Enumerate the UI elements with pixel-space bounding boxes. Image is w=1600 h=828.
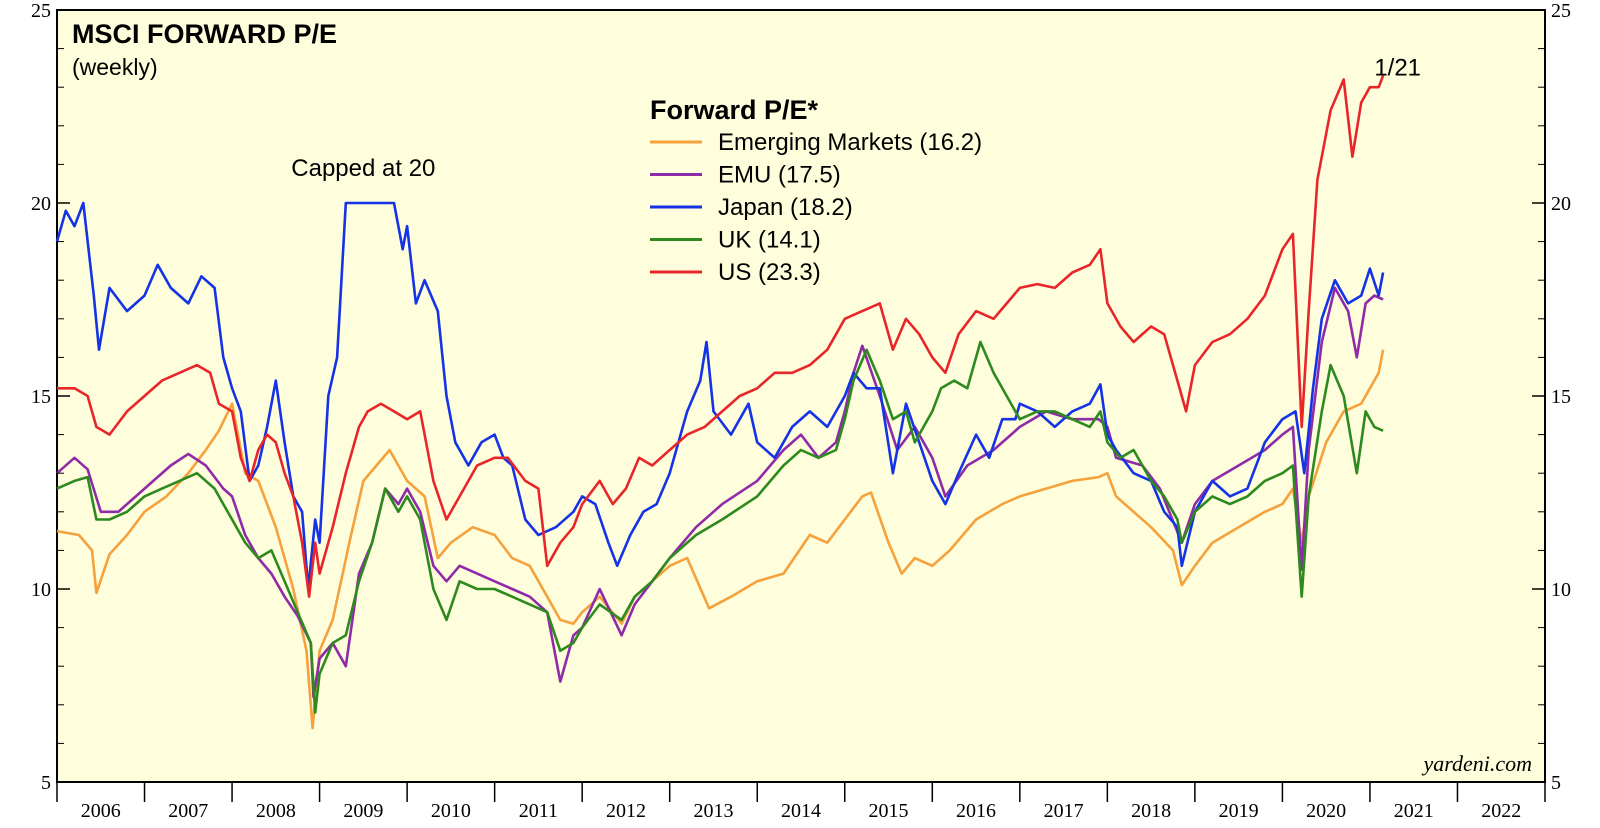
x-tick-label: 2021	[1394, 800, 1434, 822]
x-tick-label: 2019	[1219, 800, 1259, 822]
y-tick-label-right: 20	[1551, 193, 1571, 215]
legend: Emerging Markets (16.2) EMU (17.5) Japan (…	[650, 129, 982, 286]
x-tick-label: 2022	[1481, 800, 1521, 822]
legend-title: Forward P/E*	[650, 95, 819, 125]
legend-label: Japan (18.2)	[718, 194, 853, 221]
x-tick-label: 2011	[519, 800, 558, 822]
legend-label: US (23.3)	[718, 259, 821, 286]
x-tick-label: 2006	[81, 800, 121, 822]
x-tick-label: 2013	[693, 800, 733, 822]
y-tick-label-right: 15	[1551, 386, 1571, 408]
y-tick-label-right: 10	[1551, 579, 1571, 601]
y-tick-label-left: 15	[31, 386, 51, 408]
x-tick-label: 2015	[869, 800, 909, 822]
y-tick-label-right: 25	[1551, 0, 1571, 22]
annotation: 1/21	[1374, 55, 1421, 82]
x-tick-label: 2016	[956, 800, 996, 822]
chart-title: MSCI FORWARD P/E	[72, 19, 337, 49]
y-tick-label-left: 5	[41, 772, 51, 794]
series-line-0	[56, 349, 1385, 730]
y-tick-label-right: 5	[1551, 772, 1561, 794]
legend-label: UK (14.1)	[718, 227, 821, 254]
x-tick-label: 2012	[606, 800, 646, 822]
source-label: yardeni.com	[1421, 751, 1532, 776]
x-tick-label: 2007	[168, 800, 208, 822]
legend-label: EMU (17.5)	[718, 162, 841, 189]
x-tick-label: 2018	[1131, 800, 1171, 822]
y-tick-label-left: 25	[31, 0, 51, 22]
series-line-2	[55, 201, 1385, 591]
series-line-4	[57, 75, 1385, 598]
x-tick-label: 2008	[256, 800, 296, 822]
x-tick-label: 2014	[781, 800, 821, 822]
series-line-3	[56, 340, 1384, 714]
legend-label: Emerging Markets (16.2)	[718, 129, 982, 156]
annotation: Capped at 20	[291, 155, 435, 182]
y-tick-label-left: 20	[31, 193, 51, 215]
x-tick-label: 2009	[343, 800, 383, 822]
y-tick-label-left: 10	[31, 579, 51, 601]
series-layer	[55, 75, 1385, 730]
chart-subtitle: (weekly)	[72, 54, 158, 80]
x-tick-label: 2020	[1306, 800, 1346, 822]
plot-area	[56, 9, 1546, 783]
x-tick-label: 2017	[1044, 800, 1084, 822]
annotations: Capped at 20 1/21	[291, 55, 1421, 182]
x-tick-label: 2010	[431, 800, 471, 822]
